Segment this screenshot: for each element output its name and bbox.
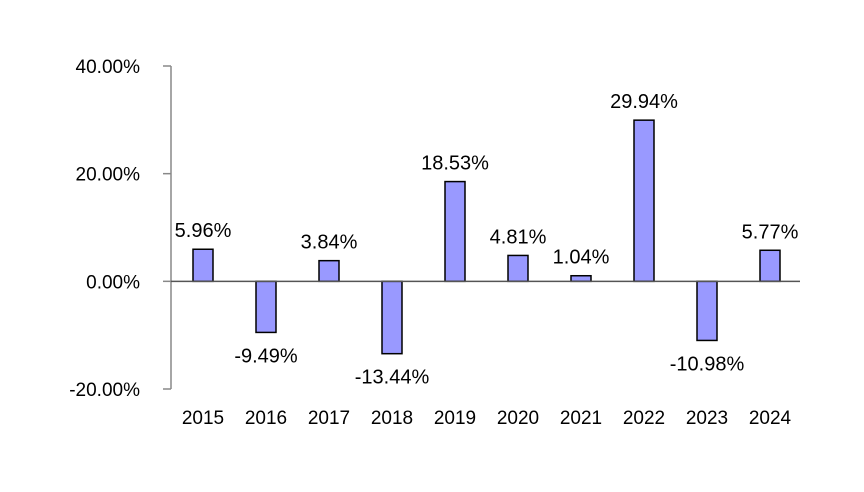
x-tick-label-2020: 2020	[497, 408, 539, 429]
bar-2020	[507, 254, 529, 283]
bar-2024	[759, 249, 781, 283]
bar-2017	[318, 259, 340, 283]
data-label-2015: 5.96%	[175, 220, 232, 242]
x-tick-label-2021: 2021	[560, 408, 602, 429]
data-label-2019: 18.53%	[421, 153, 489, 175]
bar-2016	[255, 280, 277, 334]
data-label-2022: 29.94%	[610, 91, 678, 113]
x-tick-label-2017: 2017	[308, 408, 350, 429]
y-tick-label: 40.00%	[76, 57, 141, 78]
data-label-2018: -13.44%	[355, 367, 430, 389]
y-tick-label: -20.00%	[69, 380, 140, 401]
y-tick-label: 0.00%	[86, 272, 140, 293]
bar-2015	[192, 248, 214, 283]
bar-2023	[696, 280, 718, 342]
x-tick-label-2018: 2018	[371, 408, 413, 429]
y-tick-labels: 40.00% 20.00% 0.00% -20.00%	[69, 57, 140, 401]
data-label-2017: 3.84%	[301, 232, 358, 254]
category-labels: 2015 2016 2017 2018 2019 2020 2021 2022 2023 2024	[182, 408, 792, 429]
bar-2022	[633, 119, 655, 283]
x-tick-label-2015: 2015	[182, 408, 224, 429]
data-label-2024: 5.77%	[742, 221, 799, 243]
data-label-2021: 1.04%	[553, 247, 610, 269]
data-label-2023: -10.98%	[670, 353, 745, 375]
x-tick-label-2019: 2019	[434, 408, 476, 429]
bar-2018	[381, 280, 403, 355]
data-label-2020: 4.81%	[490, 226, 547, 248]
data-label-2016: -9.49%	[234, 345, 298, 367]
bar-2019	[444, 180, 466, 283]
bar-2021	[570, 274, 592, 283]
axes	[163, 65, 800, 390]
y-tick-label: 20.00%	[76, 165, 141, 186]
bars	[192, 119, 781, 355]
x-tick-label-2022: 2022	[623, 408, 665, 429]
x-tick-label-2024: 2024	[749, 408, 792, 429]
data-labels: 5.96% -9.49% 3.84% -13.44% 18.53% 4.81% 1.04% 2…	[175, 91, 799, 389]
x-tick-label-2023: 2023	[686, 408, 728, 429]
x-tick-label-2016: 2016	[245, 408, 287, 429]
